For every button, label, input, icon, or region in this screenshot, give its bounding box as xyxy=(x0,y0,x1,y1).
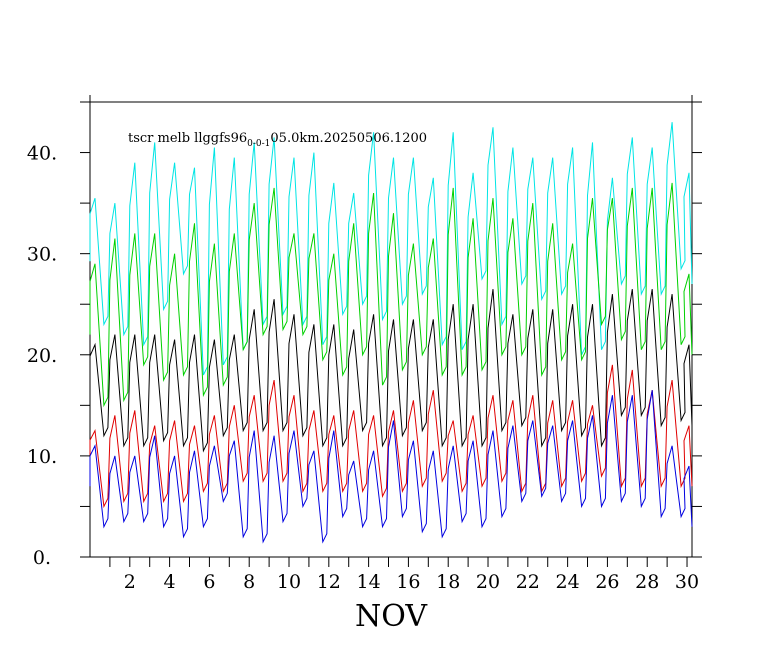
y-tick-label: 20. xyxy=(27,345,57,367)
y-tick-label: 0. xyxy=(33,547,51,569)
x-axis-label: NOV xyxy=(355,599,428,634)
x-tick-label: 22 xyxy=(516,571,540,593)
x-tick-label: 12 xyxy=(317,571,341,593)
series-line-2 xyxy=(89,182,693,408)
x-tick-label: 14 xyxy=(357,571,381,593)
chart-title-suffix: 05.0km.20250506.1200 xyxy=(270,131,427,146)
x-tick-label: 26 xyxy=(595,571,619,593)
ticks-layer: 0.10.20.30.40.2 4 6 8 10 12 14 16 18 20 22 24 26 28 30 xyxy=(27,101,702,593)
chart-title: tscr melb llggfs960-0-105.0km.20250506.1… xyxy=(128,131,427,149)
x-tick-label: 28 xyxy=(635,571,659,593)
plot-axes xyxy=(80,95,702,558)
x-tick-label: 18 xyxy=(436,571,460,593)
x-tick-label: 8 xyxy=(243,571,255,593)
x-tick-label: 2 xyxy=(124,571,136,593)
series-line-1 xyxy=(89,122,693,376)
x-tick-label: 4 xyxy=(164,571,176,593)
y-tick-label: 40. xyxy=(27,143,57,165)
x-tick-label: 6 xyxy=(203,571,215,593)
series-line-5 xyxy=(89,390,693,544)
series-layer xyxy=(89,122,693,544)
x-tick-label: 20 xyxy=(476,571,500,593)
chart-title-main: tscr melb llggfs96 xyxy=(128,131,247,146)
y-tick-label: 10. xyxy=(27,446,57,468)
series-line-3 xyxy=(89,289,693,453)
x-tick-label: 24 xyxy=(556,571,580,593)
y-tick-label: 30. xyxy=(27,244,57,266)
x-tick-label: 10 xyxy=(277,571,301,593)
x-tick-label: 16 xyxy=(396,571,420,593)
x-tick-label: 30 xyxy=(675,571,699,593)
chart-title-subscript: 0-0-1 xyxy=(247,139,270,149)
series-line-4 xyxy=(89,364,693,509)
